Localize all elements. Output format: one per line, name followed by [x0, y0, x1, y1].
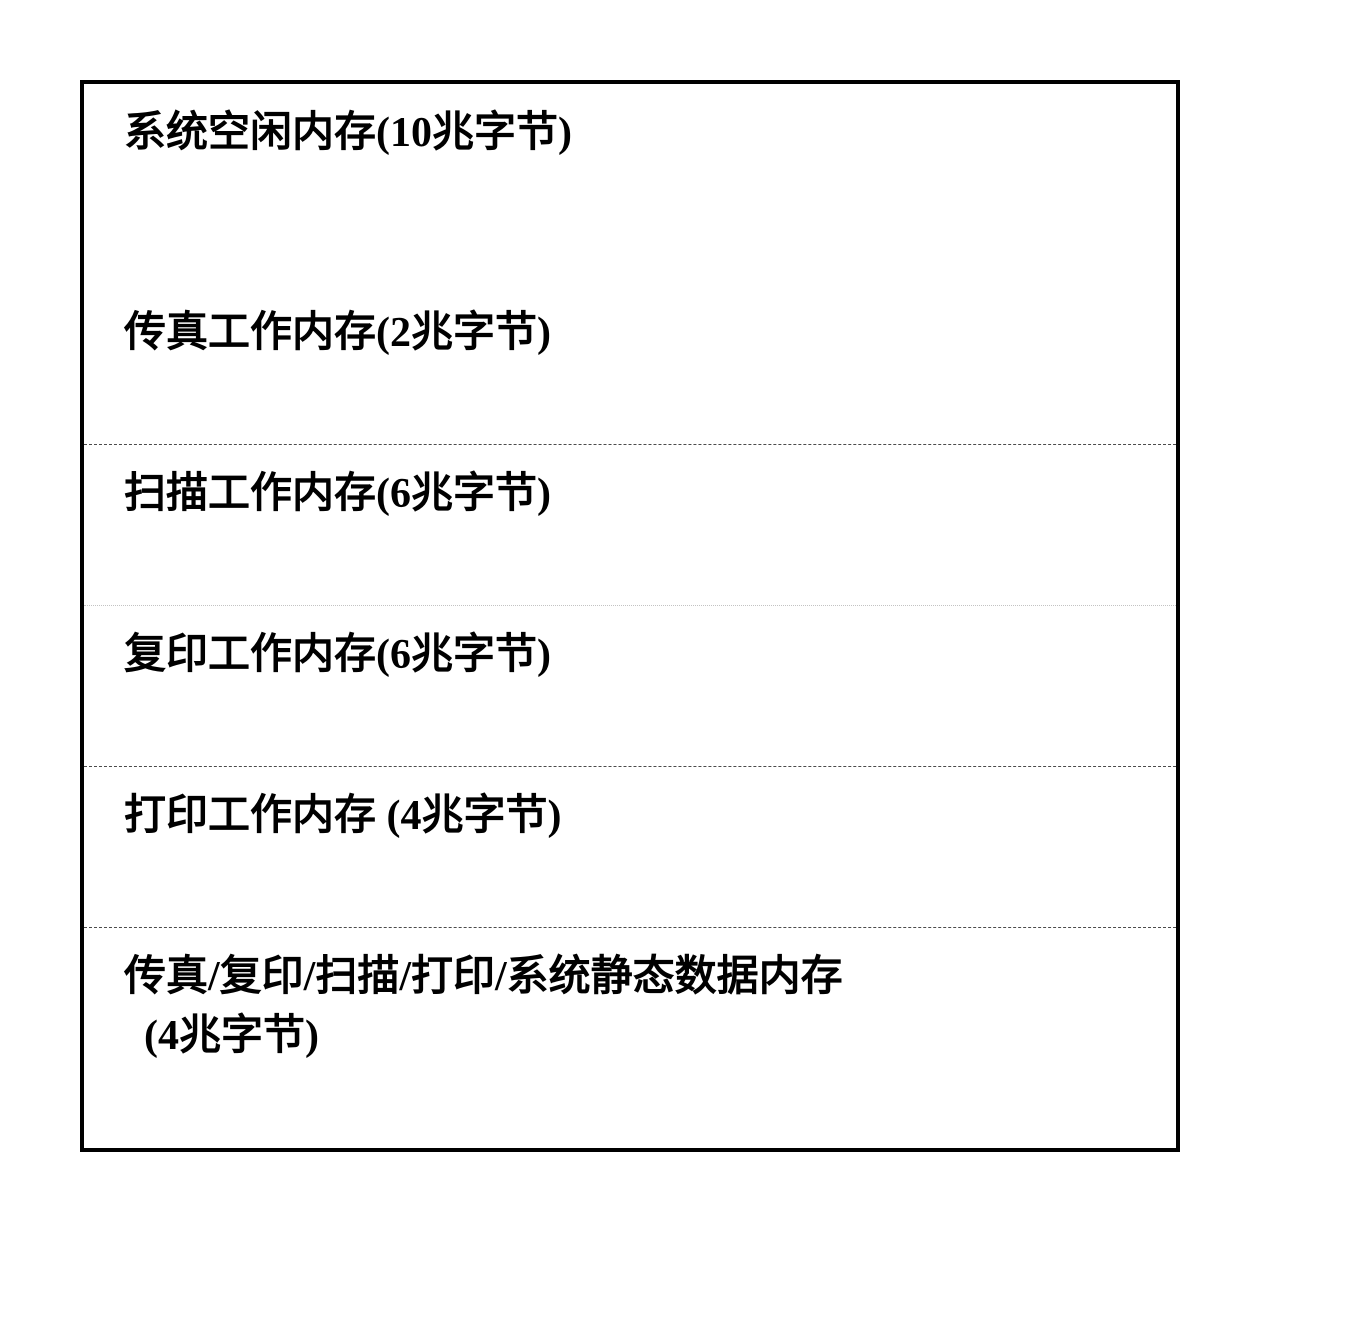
row-label-line2: (4兆字节)	[144, 1007, 1146, 1066]
memory-row-print-work: 打印工作内存 (4兆字节)	[84, 767, 1176, 927]
row-divider	[84, 927, 1176, 928]
memory-row-scan-work: 扫描工作内存(6兆字节)	[84, 445, 1176, 605]
memory-row-static-data: 传真/复印/扫描/打印/系统静态数据内存 (4兆字节)	[84, 928, 1176, 1148]
memory-row-fax-work: 传真工作内存(2兆字节)	[84, 284, 1176, 444]
memory-allocation-diagram: 系统空闲内存(10兆字节) 传真工作内存(2兆字节) 扫描工作内存(6兆字节) …	[80, 80, 1180, 1152]
memory-row-copy-work: 复印工作内存(6兆字节)	[84, 606, 1176, 766]
memory-row-system-free: 系统空闲内存(10兆字节)	[84, 84, 1176, 284]
row-label: 传真工作内存(2兆字节)	[124, 310, 551, 356]
row-divider	[84, 766, 1176, 767]
row-label: 扫描工作内存(6兆字节)	[124, 471, 551, 517]
row-divider	[84, 605, 1176, 606]
row-label: 系统空闲内存(10兆字节)	[124, 110, 572, 156]
row-label-line1: 传真/复印/扫描/打印/系统静态数据内存	[124, 948, 1146, 1007]
row-divider	[84, 444, 1176, 445]
row-label: 打印工作内存 (4兆字节)	[124, 793, 561, 839]
row-label: 复印工作内存(6兆字节)	[124, 632, 551, 678]
